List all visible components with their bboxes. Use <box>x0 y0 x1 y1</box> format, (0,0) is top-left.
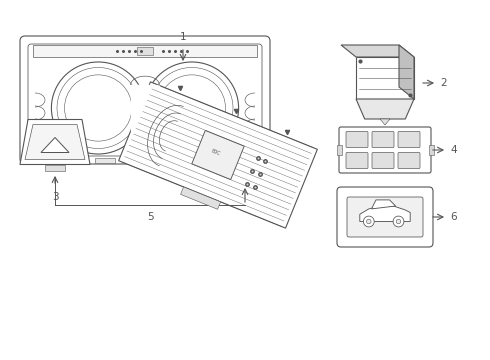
Circle shape <box>393 216 404 227</box>
Text: 2: 2 <box>440 78 446 88</box>
Polygon shape <box>360 206 410 221</box>
Bar <box>45 165 65 171</box>
Text: 3: 3 <box>51 192 58 202</box>
Bar <box>137 47 153 55</box>
FancyBboxPatch shape <box>337 187 433 247</box>
FancyBboxPatch shape <box>339 127 431 173</box>
FancyBboxPatch shape <box>372 153 394 168</box>
Circle shape <box>396 219 401 224</box>
Bar <box>95 158 115 163</box>
Text: 5: 5 <box>147 212 153 222</box>
FancyBboxPatch shape <box>346 153 368 168</box>
Polygon shape <box>371 200 396 209</box>
Bar <box>135 158 155 163</box>
Bar <box>33 45 257 57</box>
Polygon shape <box>399 45 414 99</box>
Polygon shape <box>41 138 69 153</box>
Polygon shape <box>192 130 244 180</box>
Polygon shape <box>380 119 390 125</box>
Polygon shape <box>119 82 318 228</box>
Polygon shape <box>356 99 414 119</box>
FancyBboxPatch shape <box>20 36 270 164</box>
Bar <box>337 145 342 155</box>
Bar <box>175 158 195 163</box>
Text: 4: 4 <box>450 145 457 155</box>
Polygon shape <box>341 45 414 57</box>
Text: 6: 6 <box>450 212 457 222</box>
Polygon shape <box>25 125 85 159</box>
FancyBboxPatch shape <box>398 153 420 168</box>
Bar <box>429 145 434 155</box>
Polygon shape <box>131 85 159 131</box>
Text: 1: 1 <box>180 32 186 42</box>
FancyBboxPatch shape <box>398 131 420 148</box>
FancyBboxPatch shape <box>372 131 394 148</box>
FancyBboxPatch shape <box>346 131 368 148</box>
Polygon shape <box>356 57 414 99</box>
FancyBboxPatch shape <box>347 197 423 237</box>
Text: 80C: 80C <box>211 148 221 156</box>
Circle shape <box>364 216 374 227</box>
Polygon shape <box>20 120 90 165</box>
Polygon shape <box>180 187 220 209</box>
Circle shape <box>367 219 371 224</box>
